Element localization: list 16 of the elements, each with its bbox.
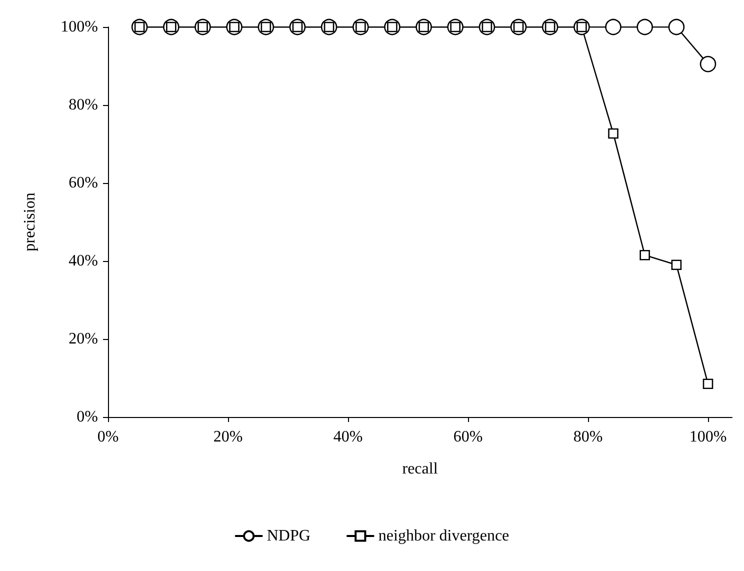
x-tick-label: 40%	[333, 428, 363, 446]
y-tick-label: 40%	[68, 252, 98, 270]
x-tick-label: 60%	[453, 428, 483, 446]
y-tick-label: 100%	[60, 18, 98, 36]
y-tick-label: 60%	[68, 174, 98, 192]
x-tick-label: 0%	[97, 428, 119, 446]
legend-label: neighbor divergence	[378, 528, 510, 544]
x-tick-label: 80%	[573, 428, 603, 446]
legend-label: NDPG	[266, 528, 311, 544]
x-tick-label: 20%	[213, 428, 243, 446]
y-axis-title: precision	[22, 192, 38, 252]
x-axis-title: recall	[402, 460, 438, 478]
y-tick-label: 20%	[68, 330, 98, 348]
y-tick-label: 0%	[76, 408, 98, 426]
x-tick-label: 100%	[689, 428, 727, 446]
y-tick-label: 80%	[68, 96, 98, 114]
